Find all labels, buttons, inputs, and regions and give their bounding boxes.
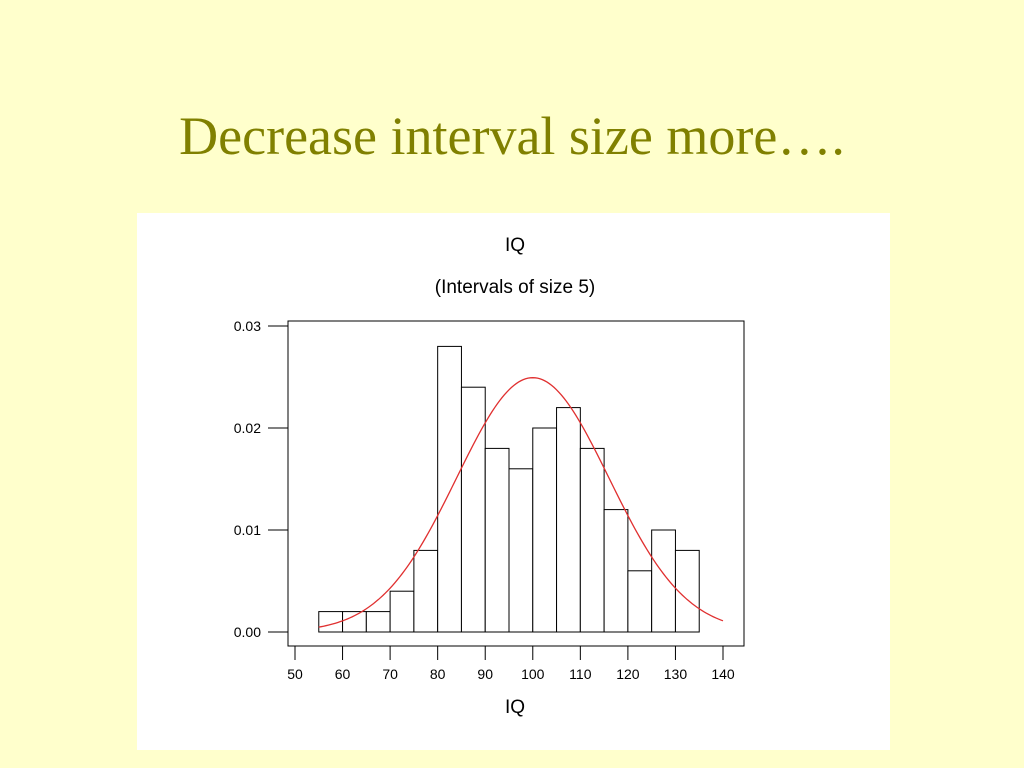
slide-title: Decrease interval size more…. [179, 106, 845, 166]
y-tick-label: 0.00 [234, 624, 261, 640]
x-tick-label: 60 [335, 666, 351, 682]
histogram-bars [318, 345, 700, 633]
histogram-bar [627, 570, 653, 633]
histogram-bar [365, 611, 391, 633]
plot-frame [287, 320, 745, 647]
histogram-bar [556, 407, 581, 633]
x-tick-label: 100 [521, 666, 545, 682]
x-tick-label: 70 [382, 666, 398, 682]
histogram-bar [579, 447, 605, 633]
chart-title: IQ [505, 235, 525, 256]
x-tick-label: 80 [430, 666, 446, 682]
x-tick-label: 130 [664, 666, 688, 682]
histogram-bar [603, 509, 629, 633]
x-tick-label: 90 [477, 666, 493, 682]
histogram-bar [389, 590, 415, 633]
histogram-chart: IQ (Intervals of size 5) 0.000.010.020.0… [234, 235, 745, 718]
x-tick-label: 50 [287, 666, 303, 682]
histogram-bar [460, 386, 486, 633]
y-tick-label: 0.01 [234, 522, 261, 538]
x-axis: 50 60 70 80 90 100 110 120 130 140 [287, 646, 735, 682]
histogram-bar [674, 549, 700, 633]
x-tick-label: 110 [569, 666, 592, 682]
histogram-bar [651, 529, 676, 633]
histogram-bar [484, 447, 510, 633]
chart-subtitle: (Intervals of size 5) [435, 277, 596, 298]
y-tick-label: 0.02 [234, 420, 261, 436]
x-tick-label: 140 [711, 666, 735, 682]
y-tick-label: 0.03 [234, 318, 261, 334]
chart-panel: IQ (Intervals of size 5) 0.00 0.01 0.02 0.0… [137, 213, 890, 750]
histogram-bar [413, 549, 439, 633]
x-tick-label: 120 [616, 666, 640, 682]
x-axis-label: IQ [505, 697, 525, 718]
histogram-bar [532, 427, 558, 633]
y-axis: 0.00 0.01 0.02 0.03 [234, 318, 288, 640]
normal-curve [318, 377, 724, 628]
histogram-bar [342, 611, 367, 633]
histogram-bar [508, 468, 534, 633]
histogram-bar [437, 345, 462, 633]
